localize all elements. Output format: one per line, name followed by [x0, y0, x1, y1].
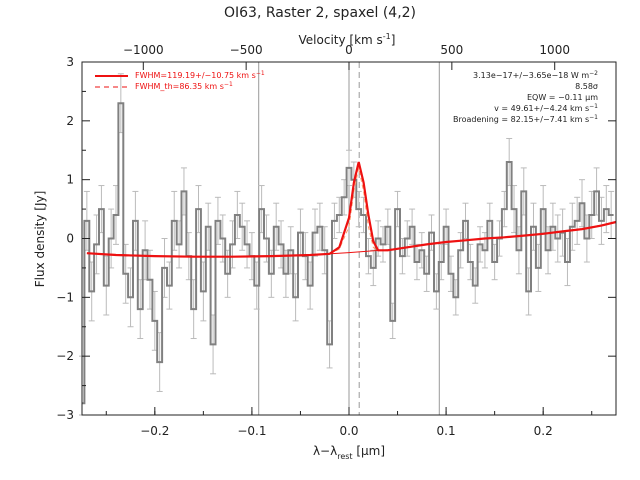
top-tick-label: −1000	[123, 43, 164, 57]
x-tick-label: 0.0	[339, 424, 358, 438]
error-bars	[79, 73, 615, 416]
x-tick-label: 0.2	[534, 424, 553, 438]
y-tick-label: 0	[66, 232, 74, 246]
x-tick-label: −0.1	[237, 424, 266, 438]
top-tick-label: 0	[345, 43, 353, 57]
series-layer	[82, 102, 617, 405]
vertical-reference-lines	[258, 62, 440, 415]
top-axis-label: Velocity [km s-1]	[299, 32, 396, 47]
top-tick-label: −500	[230, 43, 263, 57]
series-thermal	[329, 167, 379, 255]
legend-label-fit: FWHM=119.19+/−10.75 km s−1	[135, 70, 265, 80]
y-tick-label: −2	[56, 349, 74, 363]
y-tick-label: 1	[66, 173, 74, 187]
legend-label-thermal: FWHM_th=86.35 km s−1	[135, 81, 233, 91]
series-data	[82, 102, 614, 405]
axes: −0.2 −0.1 0.0 0.1 0.2 −3 −2 −1 0 1 2 3 −1000 −500 0 500…	[56, 43, 616, 438]
annotation-eqw: EQW = −0.11 μm	[527, 93, 598, 102]
y-tick-label: −3	[56, 408, 74, 422]
annotation-significance: 8.58σ	[575, 82, 598, 91]
y-axis-label: Flux density [Jy]	[33, 191, 47, 288]
chart-title: OI63, Raster 2, spaxel (4,2)	[224, 5, 416, 21]
x-tick-label: 0.1	[437, 424, 456, 438]
y-tick-label: −1	[56, 290, 74, 304]
x-axis-label: λ−λrest [μm]	[313, 444, 385, 461]
series-fit	[86, 161, 617, 258]
annotation-flux: 3.13e−17+/−3.65e−18 W m−2	[473, 70, 598, 80]
x-tick-label: −0.2	[140, 424, 169, 438]
legend: FWHM=119.19+/−10.75 km s−1 FWHM_th=86.35…	[95, 70, 265, 91]
fit-annotations: 3.13e−17+/−3.65e−18 W m−2 8.58σ EQW = −0…	[453, 70, 598, 124]
annotation-velocity: v = 49.61+/−4.24 km s−1	[494, 103, 598, 113]
y-tick-label: 2	[66, 114, 74, 128]
top-tick-label: 1000	[539, 43, 570, 57]
annotation-broadening: Broadening = 82.15+/−7.41 km s−1	[453, 114, 598, 124]
top-tick-label: 500	[440, 43, 463, 57]
y-tick-label: 3	[66, 55, 74, 69]
